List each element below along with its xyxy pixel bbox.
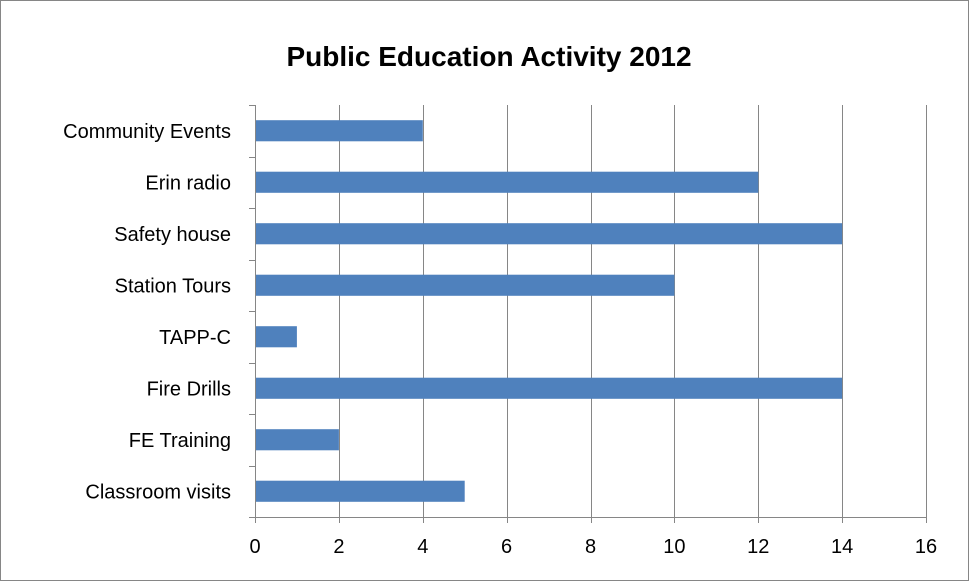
x-tick-label: 10 [663, 536, 685, 558]
bar [256, 171, 759, 193]
category-label: Erin radio [145, 172, 231, 194]
category-label: Classroom visits [85, 481, 231, 503]
category-label: Fire Drills [147, 378, 231, 400]
bar [256, 223, 843, 245]
x-tick-label: 12 [747, 536, 769, 558]
x-tick-label: 8 [585, 536, 596, 558]
category-label: FE Training [129, 430, 231, 452]
bar [256, 120, 423, 142]
category-label: Safety house [114, 224, 231, 246]
bar [256, 429, 339, 451]
bar [256, 377, 843, 399]
category-label: TAPP-C [159, 327, 231, 349]
bars [256, 120, 843, 502]
x-tick-label: 14 [831, 536, 853, 558]
x-tick-label: 6 [501, 536, 512, 558]
axes [249, 105, 927, 523]
bar [256, 326, 297, 348]
category-label: Community Events [63, 121, 231, 143]
x-tick-label: 4 [417, 536, 428, 558]
chart-title: Public Education Activity 2012 [286, 41, 691, 72]
x-tick-label: 0 [249, 536, 260, 558]
x-tick-label: 16 [915, 536, 937, 558]
bar [256, 274, 675, 296]
x-tick-label: 2 [333, 536, 344, 558]
bar [256, 480, 465, 502]
category-label: Station Tours [115, 275, 231, 297]
gridlines [339, 105, 927, 517]
x-tick-labels: 0 2 4 6 8 10 12 14 16 [249, 536, 937, 558]
category-labels: Community Events Erin radio Safety house St… [63, 121, 231, 503]
